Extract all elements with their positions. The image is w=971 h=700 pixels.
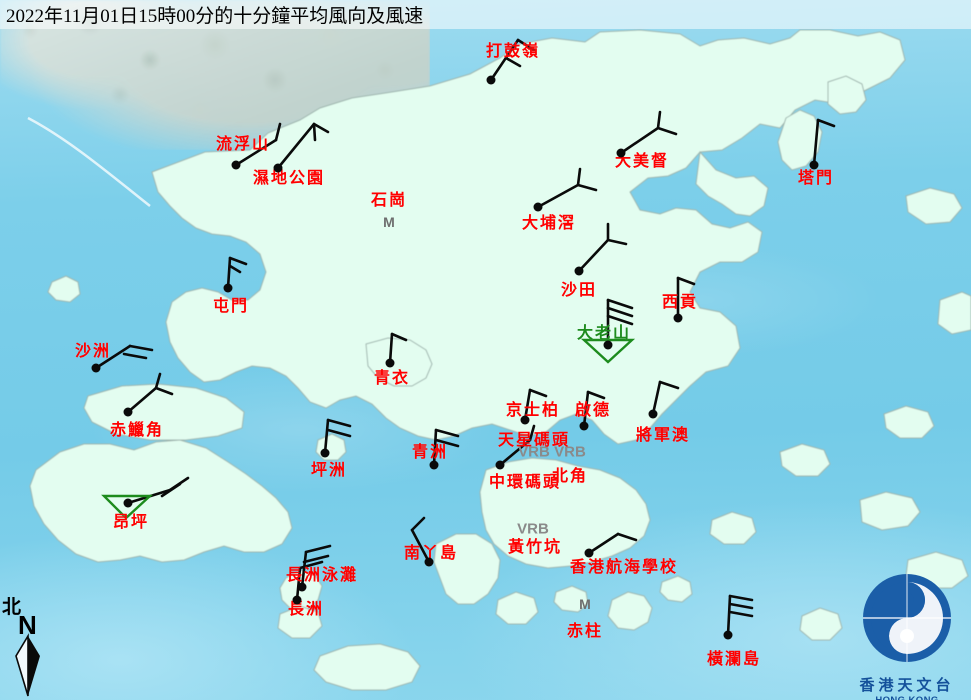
station-label: 昂坪 [112,514,150,531]
hko-name-en: HONG KONG OBSERVATORY [845,695,969,700]
station-label: 中環碼頭 [488,474,562,491]
station-label: 濕地公園 [252,170,326,187]
hko-logo: 香港天文台 HONG KONG OBSERVATORY [845,572,969,700]
station-marker-dot [123,498,133,508]
station-label: 屯門 [212,298,250,315]
station-label: 打鼓嶺 [485,43,541,60]
variable-wind-code: VRB [518,443,550,461]
missing-data-code: M [579,596,591,612]
station-label: 青洲 [411,444,449,461]
station-label: 南丫島 [403,545,459,562]
station-marker-dot [603,340,613,350]
wind-barbs [94,38,836,637]
station-marker-dot [574,266,584,276]
station-label: 大美督 [614,153,670,170]
station-marker-dot [429,460,439,470]
station-marker-dot [520,415,530,425]
station-label: 塔門 [797,170,835,187]
station-marker-dot [648,409,658,419]
hko-name-cn: 香港天文台 [859,678,955,694]
station-marker-dot [292,595,302,605]
station-label: 天星碼頭 [497,432,571,449]
station-marker-dot [616,148,626,158]
station-marker-dot [91,363,101,373]
station-label: 赤鱲角 [109,422,165,439]
station-label: 長洲 [287,601,325,618]
station-label: 大老山 [576,325,632,342]
station-label: 石崗 [370,192,408,209]
station-marker-dot [533,202,543,212]
compass-label-cn: 北 [2,597,22,618]
station-label: 青衣 [373,370,411,387]
station-marker-dot [495,460,505,470]
station-marker-dot [486,75,496,85]
station-label: 將軍澳 [635,427,691,444]
station-marker-dot [223,283,233,293]
variable-wind-code: VRB [554,443,586,461]
title-bar: 2022年11月01日15時00分的十分鐘平均風向及風速 [0,0,971,29]
missing-data-code: M [383,214,395,230]
compass-rose: 北 N [2,592,62,698]
station-marker-dot [320,448,330,458]
station-label: 沙田 [560,282,598,299]
station-marker-dot [673,313,683,323]
station-marker-dot [424,557,434,567]
station-label: 西貢 [661,294,699,311]
compass-label-en: N [18,610,37,640]
station-label: 赤柱 [566,623,604,640]
station-label: 北角 [551,468,589,485]
station-label: 大埔滘 [521,215,577,232]
station-label: 啟德 [574,402,612,419]
station-marker-dot [231,160,241,170]
station-marker-dot [123,407,133,417]
station-marker-dot [723,630,733,640]
station-label: 流浮山 [215,136,271,153]
page-title: 2022年11月01日15時00分的十分鐘平均風向及風速 [6,6,424,27]
station-marker-dot [297,582,307,592]
station-label: 香港航海學校 [569,559,679,576]
station-label: 沙洲 [74,343,112,360]
elevated-station-markers [101,338,636,520]
station-marker-dot [809,160,819,170]
station-label: 京士柏 [505,402,561,419]
variable-wind-code: VRB [517,520,549,538]
station-marker-dot [273,163,283,173]
station-marker-dot [385,358,395,368]
hko-emblem-icon [863,574,951,662]
station-marker-dot [579,421,589,431]
station-marker-dot [584,548,594,558]
station-label: 長洲泳灘 [285,567,359,584]
station-label: 坪洲 [310,462,348,479]
station-label: 黃竹坑 [507,539,563,556]
station-label: 橫瀾島 [706,651,762,668]
